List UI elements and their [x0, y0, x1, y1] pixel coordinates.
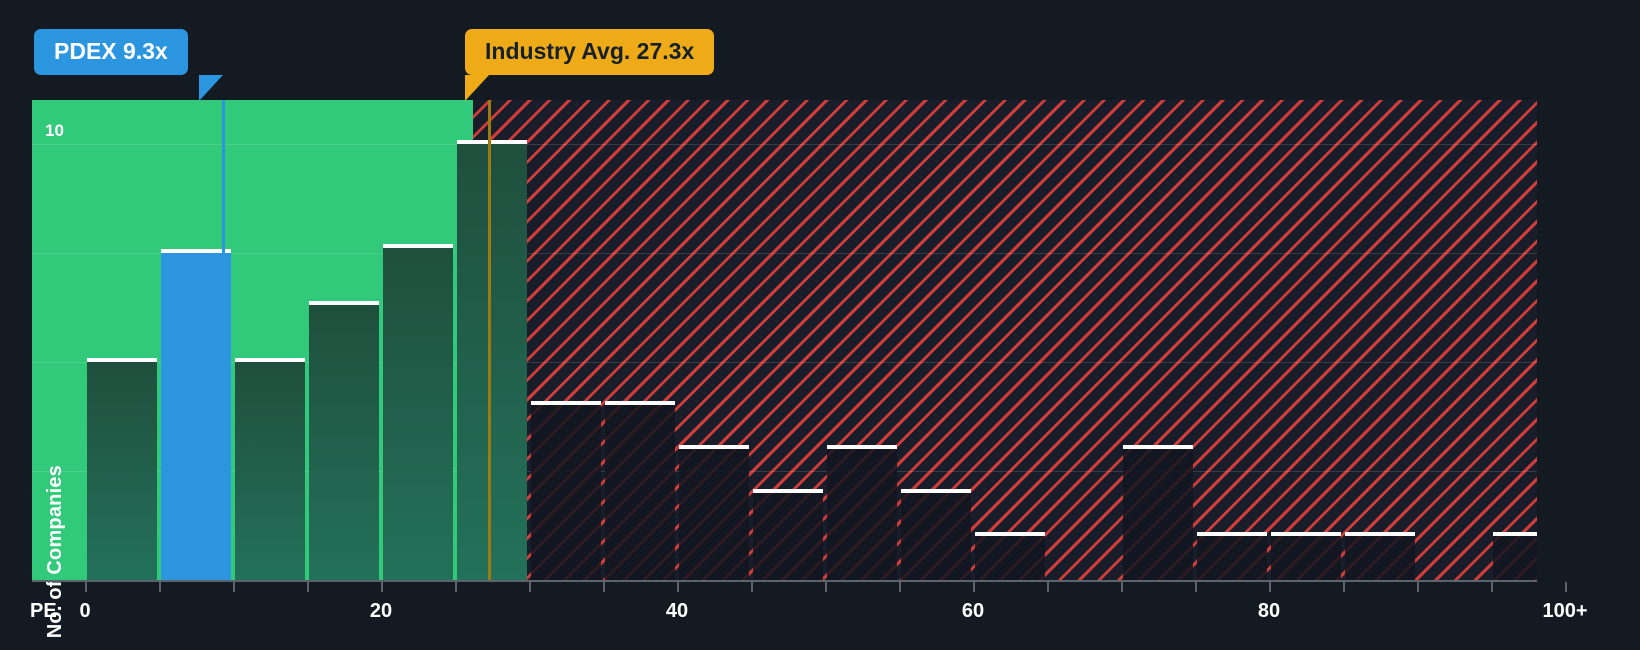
x-axis-tick-label: 20	[369, 600, 393, 622]
bar-cap	[161, 248, 231, 253]
bar[interactable]	[605, 401, 675, 580]
bar-fill	[1197, 536, 1267, 580]
bar[interactable]	[383, 244, 453, 580]
bar[interactable]	[901, 488, 971, 580]
x-axis-tick-label: 0	[79, 600, 91, 622]
bar[interactable]	[753, 488, 823, 580]
bar-fill	[235, 361, 305, 580]
gridline	[32, 470, 1537, 472]
bar-cap	[605, 401, 675, 406]
x-axis-tick	[1565, 582, 1567, 592]
bar-fill	[679, 449, 749, 580]
x-axis-tick	[1121, 582, 1123, 592]
bar-cap	[383, 244, 453, 249]
bar[interactable]	[1197, 532, 1267, 580]
bar-cap	[827, 445, 897, 450]
bar-cap	[457, 139, 527, 144]
x-axis-tick	[1195, 582, 1197, 592]
y-axis-tick-label: 10	[45, 121, 64, 140]
bar[interactable]	[309, 301, 379, 580]
bar-fill	[1271, 536, 1341, 580]
x-axis-tick-label: 40	[665, 600, 689, 622]
x-axis-tick	[1417, 582, 1419, 592]
bar-cap	[1345, 532, 1415, 537]
bar-fill	[309, 305, 379, 580]
bar-cap	[309, 301, 379, 306]
bar-fill	[1493, 536, 1537, 580]
bar-fill	[753, 492, 823, 580]
overvalued-zone	[472, 100, 1537, 580]
bar-cap	[87, 357, 157, 362]
x-axis-tick	[603, 582, 605, 592]
x-axis-tick	[677, 582, 679, 592]
x-axis-tick	[1343, 582, 1345, 592]
bar-cap	[975, 532, 1045, 537]
pdex-callout-label: PDEX 9.3x	[54, 38, 168, 64]
bar-cap	[1271, 532, 1341, 537]
x-axis-tick	[1491, 582, 1493, 592]
bar-fill	[383, 248, 453, 580]
x-axis-tick	[1047, 582, 1049, 592]
bar-cap	[1493, 532, 1537, 537]
bar-cap	[679, 445, 749, 450]
industry-avg-callout[interactable]: Industry Avg. 27.3x	[465, 29, 715, 101]
x-axis-caption: PE	[30, 600, 57, 622]
x-axis-tick	[1269, 582, 1271, 592]
industry-marker-line	[488, 100, 492, 580]
bar[interactable]	[1271, 532, 1341, 580]
pdex-callout[interactable]: PDEX 9.3x	[34, 29, 223, 101]
bar[interactable]	[531, 401, 601, 580]
x-axis-tick-label: 60	[961, 600, 985, 622]
pdex-marker-line	[221, 100, 225, 580]
bar-fill	[827, 449, 897, 580]
x-axis-tick-label: 100+	[1542, 600, 1588, 622]
bar[interactable]	[1493, 532, 1537, 580]
callout-tail	[465, 75, 490, 101]
x-axis-tick	[825, 582, 827, 592]
bar-cap	[753, 488, 823, 493]
bar-fill	[87, 361, 157, 580]
x-axis-tick	[529, 582, 531, 592]
bar-fill	[1345, 536, 1415, 580]
bar-fill	[1123, 449, 1193, 580]
gridline	[32, 361, 1537, 363]
x-axis-tick	[751, 582, 753, 592]
bar-fill	[457, 143, 527, 580]
bar[interactable]	[457, 139, 527, 580]
bar[interactable]	[975, 532, 1045, 580]
bar[interactable]	[1123, 445, 1193, 580]
bar-fill	[531, 405, 601, 580]
callout-tail	[198, 75, 223, 101]
bar[interactable]	[1345, 532, 1415, 580]
bar-cap	[1123, 445, 1193, 450]
x-axis-tick	[233, 582, 235, 592]
x-axis-tick	[159, 582, 161, 592]
bar[interactable]	[235, 357, 305, 580]
bar-fill	[161, 252, 231, 580]
bar-cap	[235, 357, 305, 362]
bar-cap	[531, 401, 601, 406]
x-axis-tick	[899, 582, 901, 592]
gridline	[32, 143, 1537, 145]
bar-fill	[901, 492, 971, 580]
plot-area	[32, 100, 1537, 580]
bar-fill	[975, 536, 1045, 580]
bar[interactable]	[827, 445, 897, 580]
x-axis-tick	[381, 582, 383, 592]
industry-avg-callout-label: Industry Avg. 27.3x	[485, 38, 695, 64]
x-axis-tick	[307, 582, 309, 592]
bar[interactable]	[679, 445, 749, 580]
x-axis-tick-label: 80	[1257, 600, 1281, 622]
bar-fill	[605, 405, 675, 580]
bar-cap	[1197, 532, 1267, 537]
x-axis-tick	[973, 582, 975, 592]
x-axis-tick	[455, 582, 457, 592]
bar[interactable]	[87, 357, 157, 580]
bar-cap	[901, 488, 971, 493]
x-axis-tick	[85, 582, 87, 592]
x-axis-line	[32, 580, 1537, 582]
gridline	[32, 252, 1537, 254]
bar[interactable]	[161, 248, 231, 580]
